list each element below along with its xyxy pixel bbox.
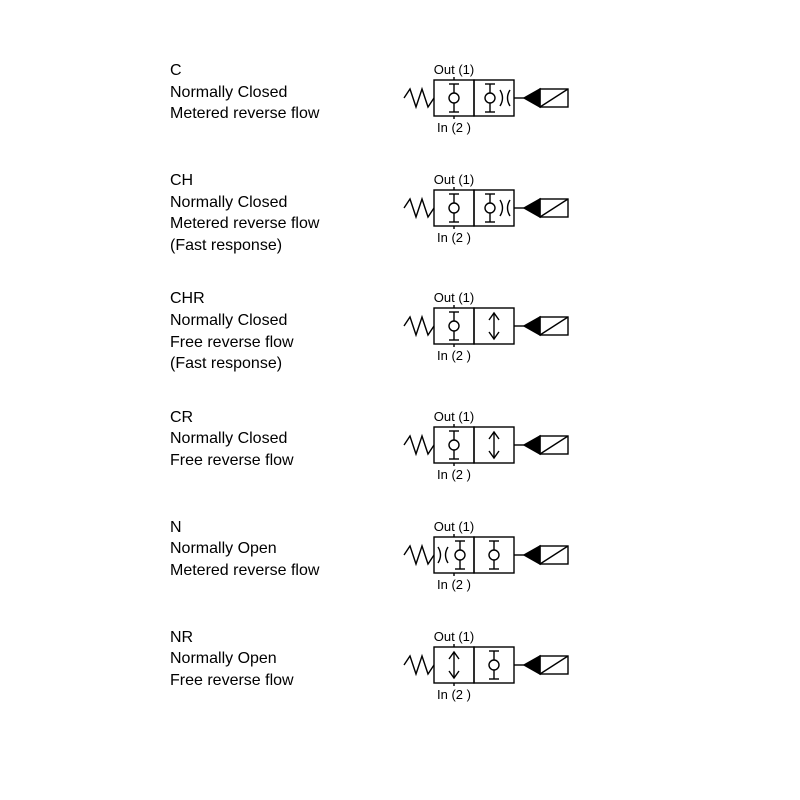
svg-text:In (2 ): In (2 ) [437,467,471,482]
variant-diagram: Out (1) In (2 ) [400,170,620,248]
svg-text:Out (1): Out (1) [434,409,474,424]
svg-text:In (2 ): In (2 ) [437,120,471,135]
svg-text:Out (1): Out (1) [434,290,474,305]
variant-line1: Normally Closed [170,310,400,332]
variant-row: CHNormally ClosedMetered reverse flow(Fa… [170,170,700,256]
variant-row: CNormally ClosedMetered reverse flowOut … [170,60,700,138]
variant-line2: Free reverse flow [170,332,400,354]
variant-text: CNormally ClosedMetered reverse flow [170,60,400,125]
variant-row: NRNormally OpenFree reverse flow Out (1) I… [170,627,700,705]
variant-line1: Normally Closed [170,428,400,450]
variant-code: CHR [170,288,400,310]
valve-symbol: Out (1) In (2 ) [400,288,620,366]
variant-row: NNormally OpenMetered reverse flowOut (1… [170,517,700,595]
valve-symbol: Out (1) In (2 ) [400,170,620,248]
variant-line2: Metered reverse flow [170,213,400,235]
variant-row: CHRNormally ClosedFree reverse flow(Fast… [170,288,700,374]
svg-text:In (2 ): In (2 ) [437,230,471,245]
svg-text:Out (1): Out (1) [434,172,474,187]
variant-line3: (Fast response) [170,235,400,257]
variant-line2: Metered reverse flow [170,560,400,582]
variant-code: N [170,517,400,539]
variant-text: NRNormally OpenFree reverse flow [170,627,400,692]
variant-diagram: Out (1) In (2 ) [400,407,620,485]
svg-text:Out (1): Out (1) [434,629,474,644]
variant-diagram: Out (1) In (2 ) [400,517,620,595]
variant-line1: Normally Open [170,538,400,560]
variant-line1: Normally Closed [170,192,400,214]
variant-text: CHNormally ClosedMetered reverse flow(Fa… [170,170,400,256]
variant-code: NR [170,627,400,649]
valve-symbol: Out (1) In (2 ) [400,517,620,595]
variant-row: CRNormally ClosedFree reverse flowOut (1… [170,407,700,485]
variant-line3: (Fast response) [170,353,400,375]
variant-line2: Metered reverse flow [170,103,400,125]
variant-line2: Free reverse flow [170,670,400,692]
variant-text: CHRNormally ClosedFree reverse flow(Fast… [170,288,400,374]
variant-code: CH [170,170,400,192]
variant-line2: Free reverse flow [170,450,400,472]
variant-diagram: Out (1) In (2 ) [400,627,620,705]
svg-text:In (2 ): In (2 ) [437,577,471,592]
variant-line1: Normally Open [170,648,400,670]
variant-code: C [170,60,400,82]
variant-code: CR [170,407,400,429]
variant-line1: Normally Closed [170,82,400,104]
svg-text:In (2 ): In (2 ) [437,348,471,363]
valve-symbol: Out (1) In (2 ) [400,60,620,138]
valve-symbol: Out (1) In (2 ) [400,407,620,485]
variant-text: NNormally OpenMetered reverse flow [170,517,400,582]
variant-text: CRNormally ClosedFree reverse flow [170,407,400,472]
variant-diagram: Out (1) In (2 ) [400,60,620,138]
svg-text:Out (1): Out (1) [434,519,474,534]
svg-text:Out (1): Out (1) [434,62,474,77]
svg-text:In (2 ): In (2 ) [437,687,471,702]
variant-diagram: Out (1) In (2 ) [400,288,620,366]
valve-symbol: Out (1) In (2 ) [400,627,620,705]
